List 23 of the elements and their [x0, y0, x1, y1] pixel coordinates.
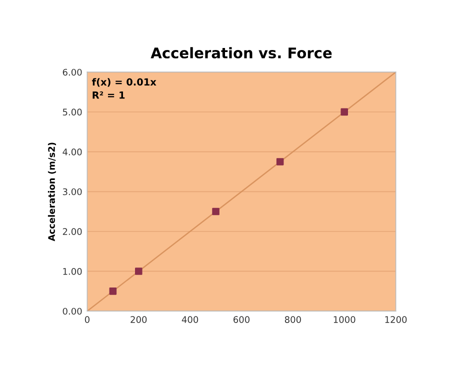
x-tick-label: 1200	[385, 316, 407, 323]
annotation: R² = 1	[92, 91, 125, 99]
annotation: f(x) = 0.01x	[92, 78, 156, 87]
x-tick-label: 0	[84, 316, 90, 323]
point	[212, 208, 220, 216]
y-tick-label: 5.00	[62, 108, 82, 116]
point	[135, 268, 142, 275]
y-tick-label: 0.00	[62, 308, 82, 315]
y-tick-label: 3.00	[62, 188, 82, 196]
x-tick-label: 200	[130, 316, 147, 323]
point	[340, 108, 348, 116]
point	[109, 288, 117, 295]
x-tick-label: 400	[182, 316, 198, 323]
x-tick-label: 800	[284, 316, 301, 323]
y-tick-label: 4.00	[62, 148, 82, 156]
y-tick-label: 2.00	[62, 228, 82, 235]
y-axis-title: Acceleration (m/s2)	[48, 142, 56, 242]
y-tick-label: 1.00	[63, 268, 82, 275]
y-tick-label: 6.00	[62, 68, 82, 76]
point	[276, 158, 284, 166]
x-tick-label: 600	[234, 316, 250, 323]
x-tick-label: 1000	[334, 316, 356, 323]
chart-title: Acceleration vs. Force	[150, 47, 332, 58]
